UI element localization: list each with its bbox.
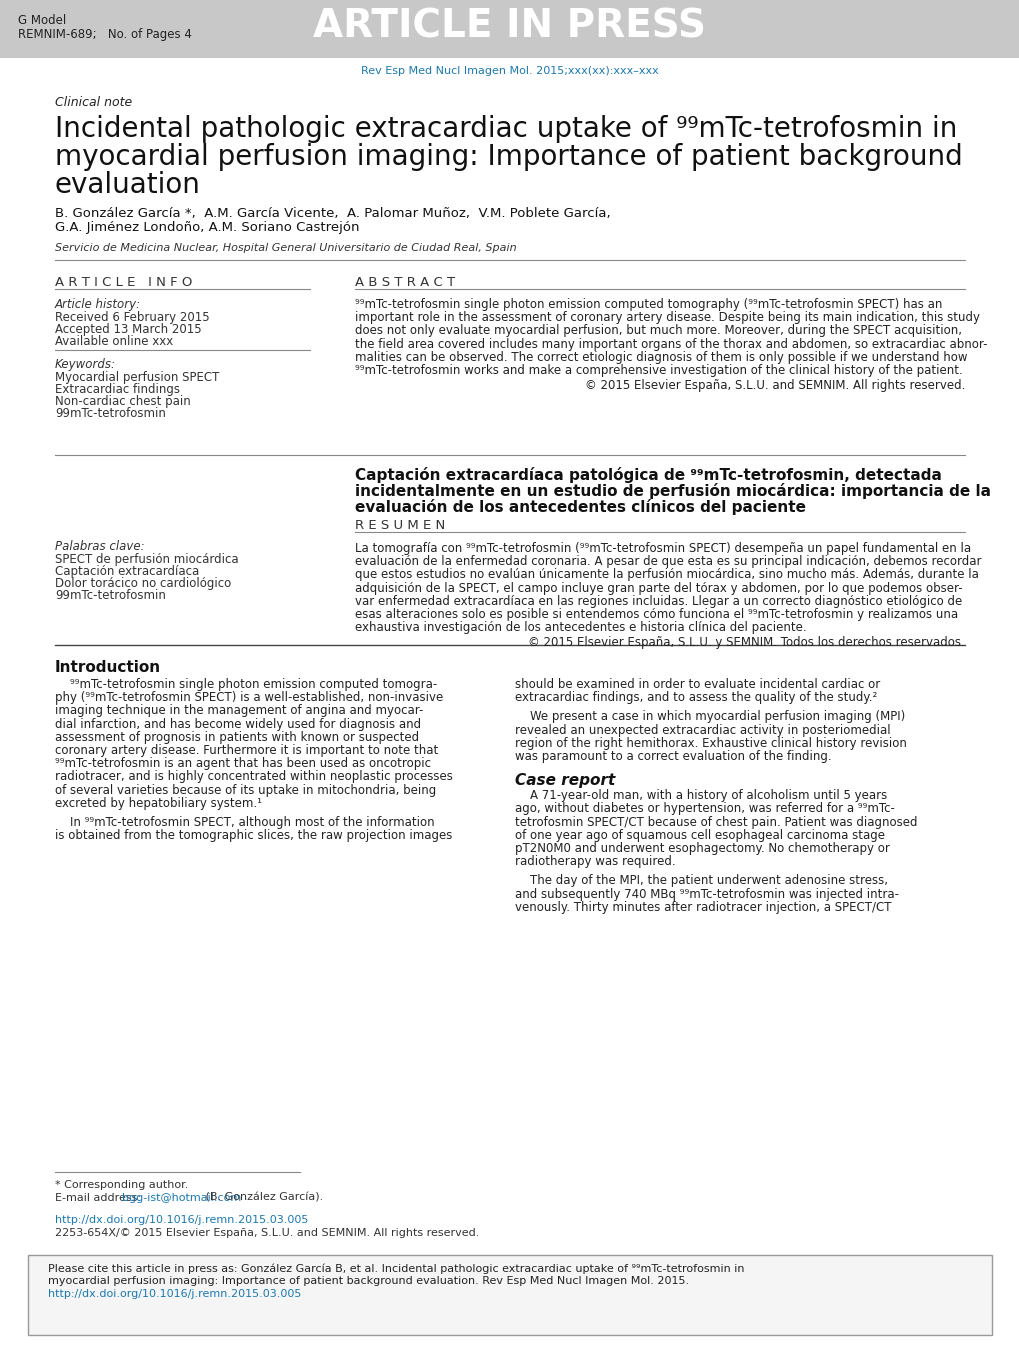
Text: myocardial perfusion imaging: Importance of patient background evaluation. Rev E: myocardial perfusion imaging: Importance… bbox=[48, 1275, 689, 1286]
Text: does not only evaluate myocardial perfusion, but much more. Moreover, during the: does not only evaluate myocardial perfus… bbox=[355, 324, 961, 338]
Text: evaluación de los antecedentes clínicos del paciente: evaluación de los antecedentes clínicos … bbox=[355, 499, 805, 515]
Text: ARTICLE IN PRESS: ARTICLE IN PRESS bbox=[313, 8, 706, 46]
Text: is obtained from the tomographic slices, the raw projection images: is obtained from the tomographic slices,… bbox=[55, 830, 452, 842]
Text: tetrofosmin SPECT/CT because of chest pain. Patient was diagnosed: tetrofosmin SPECT/CT because of chest pa… bbox=[515, 816, 917, 828]
Text: region of the right hemithorax. Exhaustive clinical history revision: region of the right hemithorax. Exhausti… bbox=[515, 736, 906, 750]
Text: Clinical note: Clinical note bbox=[55, 96, 132, 109]
Text: incidentalmente en un estudio de perfusión miocárdica: importancia de la: incidentalmente en un estudio de perfusi… bbox=[355, 484, 990, 499]
Text: Please cite this article in press as: González García B, et al. Incidental patho: Please cite this article in press as: Go… bbox=[48, 1263, 744, 1274]
Text: © 2015 Elsevier España, S.L.U. y SEMNIM. Todos los derechos reservados.: © 2015 Elsevier España, S.L.U. y SEMNIM.… bbox=[528, 636, 964, 650]
Text: coronary artery disease. Furthermore it is important to note that: coronary artery disease. Furthermore it … bbox=[55, 744, 438, 757]
Text: Received 6 February 2015: Received 6 February 2015 bbox=[55, 311, 210, 324]
Text: ago, without diabetes or hypertension, was referred for a ⁹⁹mTc-: ago, without diabetes or hypertension, w… bbox=[515, 802, 894, 816]
Text: myocardial perfusion imaging: Importance of patient background: myocardial perfusion imaging: Importance… bbox=[55, 143, 962, 172]
Text: adquisición de la SPECT, el campo incluye gran parte del tórax y abdomen, por lo: adquisición de la SPECT, el campo incluy… bbox=[355, 581, 962, 594]
Text: var enfermedad extracardíaca en las regiones incluidas. Llegar a un correcto dia: var enfermedad extracardíaca en las regi… bbox=[355, 594, 961, 608]
Text: Accepted 13 March 2015: Accepted 13 March 2015 bbox=[55, 323, 202, 336]
Text: © 2015 Elsevier España, S.L.U. and SEMNIM. All rights reserved.: © 2015 Elsevier España, S.L.U. and SEMNI… bbox=[584, 380, 964, 392]
Text: assessment of prognosis in patients with known or suspected: assessment of prognosis in patients with… bbox=[55, 731, 419, 744]
Text: pT2N0M0 and underwent esophagectomy. No chemotherapy or: pT2N0M0 and underwent esophagectomy. No … bbox=[515, 842, 889, 855]
Text: Captación extracardíaca patológica de ⁹⁹mTc-tetrofosmin, detectada: Captación extracardíaca patológica de ⁹⁹… bbox=[355, 467, 941, 484]
Text: exhaustiva investigación de los antecedentes e historia clínica del paciente.: exhaustiva investigación de los antecede… bbox=[355, 621, 806, 634]
Text: http://dx.doi.org/10.1016/j.remn.2015.03.005: http://dx.doi.org/10.1016/j.remn.2015.03… bbox=[55, 1215, 308, 1225]
Text: radiotherapy was required.: radiotherapy was required. bbox=[515, 855, 675, 869]
Text: ⁹⁹mTc-tetrofosmin single photon emission computed tomography (⁹⁹mTc-tetrofosmin : ⁹⁹mTc-tetrofosmin single photon emission… bbox=[355, 299, 942, 311]
Text: Captación extracardíaca: Captación extracardíaca bbox=[55, 565, 199, 578]
Text: R E S U M E N: R E S U M E N bbox=[355, 519, 445, 532]
Text: imaging technique in the management of angina and myocar-: imaging technique in the management of a… bbox=[55, 704, 423, 717]
Text: Available online xxx: Available online xxx bbox=[55, 335, 173, 349]
Text: The day of the MPI, the patient underwent adenosine stress,: The day of the MPI, the patient underwen… bbox=[515, 874, 888, 888]
Text: A R T I C L E   I N F O: A R T I C L E I N F O bbox=[55, 276, 193, 289]
Text: should be examined in order to evaluate incidental cardiac or: should be examined in order to evaluate … bbox=[515, 678, 879, 690]
Text: In ⁹⁹mTc-tetrofosmin SPECT, although most of the information: In ⁹⁹mTc-tetrofosmin SPECT, although mos… bbox=[55, 816, 434, 830]
Text: REMNIM-689;   No. of Pages 4: REMNIM-689; No. of Pages 4 bbox=[18, 28, 192, 41]
Text: Myocardial perfusion SPECT: Myocardial perfusion SPECT bbox=[55, 372, 219, 384]
Text: evaluación de la enfermedad coronaria. A pesar de que esta es su principal indic: evaluación de la enfermedad coronaria. A… bbox=[355, 555, 980, 569]
Text: A 71-year-old man, with a history of alcoholism until 5 years: A 71-year-old man, with a history of alc… bbox=[515, 789, 887, 802]
Text: A B S T R A C T: A B S T R A C T bbox=[355, 276, 454, 289]
Text: phy (⁹⁹mTc-tetrofosmin SPECT) is a well-established, non-invasive: phy (⁹⁹mTc-tetrofosmin SPECT) is a well-… bbox=[55, 692, 443, 704]
Text: E-mail address:: E-mail address: bbox=[55, 1193, 145, 1202]
Text: ⁹⁹mTc-tetrofosmin single photon emission computed tomogra-: ⁹⁹mTc-tetrofosmin single photon emission… bbox=[55, 678, 437, 690]
Text: revealed an unexpected extracardiac activity in posteriomedial: revealed an unexpected extracardiac acti… bbox=[515, 724, 890, 736]
Text: evaluation: evaluation bbox=[55, 172, 201, 199]
Text: Extracardiac findings: Extracardiac findings bbox=[55, 382, 179, 396]
Text: 99mTc-tetrofosmin: 99mTc-tetrofosmin bbox=[55, 407, 166, 420]
Text: Introduction: Introduction bbox=[55, 661, 161, 676]
Text: was paramount to a correct evaluation of the finding.: was paramount to a correct evaluation of… bbox=[515, 750, 830, 763]
Text: Rev Esp Med Nucl Imagen Mol. 2015;xxx(xx):xxx–xxx: Rev Esp Med Nucl Imagen Mol. 2015;xxx(xx… bbox=[361, 66, 658, 76]
Text: G Model: G Model bbox=[18, 14, 66, 27]
Text: venously. Thirty minutes after radiotracer injection, a SPECT/CT: venously. Thirty minutes after radiotrac… bbox=[515, 901, 891, 913]
Text: Incidental pathologic extracardiac uptake of ⁹⁹mTc-tetrofosmin in: Incidental pathologic extracardiac uptak… bbox=[55, 115, 957, 143]
Text: La tomografía con ⁹⁹mTc-tetrofosmin (⁹⁹mTc-tetrofosmin SPECT) desempeña un papel: La tomografía con ⁹⁹mTc-tetrofosmin (⁹⁹m… bbox=[355, 542, 970, 555]
Text: esas alteraciones solo es posible si entendemos cómo funciona el ⁹⁹mTc-tetrofosm: esas alteraciones solo es posible si ent… bbox=[355, 608, 957, 621]
FancyBboxPatch shape bbox=[0, 0, 1019, 58]
Text: G.A. Jiménez Londoño, A.M. Soriano Castrejón: G.A. Jiménez Londoño, A.M. Soriano Castr… bbox=[55, 222, 359, 234]
Text: of several varieties because of its uptake in mitochondria, being: of several varieties because of its upta… bbox=[55, 784, 436, 797]
Text: Keywords:: Keywords: bbox=[55, 358, 116, 372]
Text: bgg-ist@hotmail.com: bgg-ist@hotmail.com bbox=[122, 1193, 242, 1202]
Text: SPECT de perfusión miocárdica: SPECT de perfusión miocárdica bbox=[55, 553, 238, 566]
Text: ⁹⁹mTc-tetrofosmin works and make a comprehensive investigation of the clinical h: ⁹⁹mTc-tetrofosmin works and make a compr… bbox=[355, 363, 962, 377]
Text: Non-cardiac chest pain: Non-cardiac chest pain bbox=[55, 394, 191, 408]
Text: dial infarction, and has become widely used for diagnosis and: dial infarction, and has become widely u… bbox=[55, 717, 421, 731]
Text: malities can be observed. The correct etiologic diagnosis of them is only possib: malities can be observed. The correct et… bbox=[355, 351, 967, 363]
Text: radiotracer, and is highly concentrated within neoplastic processes: radiotracer, and is highly concentrated … bbox=[55, 770, 452, 784]
Text: of one year ago of squamous cell esophageal carcinoma stage: of one year ago of squamous cell esophag… bbox=[515, 828, 884, 842]
Text: We present a case in which myocardial perfusion imaging (MPI): We present a case in which myocardial pe… bbox=[515, 711, 905, 723]
Text: ⁹⁹mTc-tetrofosmin is an agent that has been used as oncotropic: ⁹⁹mTc-tetrofosmin is an agent that has b… bbox=[55, 757, 431, 770]
Text: B. González García *,  A.M. García Vicente,  A. Palomar Muñoz,  V.M. Poblete Gar: B. González García *, A.M. García Vicent… bbox=[55, 207, 610, 220]
Text: http://dx.doi.org/10.1016/j.remn.2015.03.005: http://dx.doi.org/10.1016/j.remn.2015.03… bbox=[48, 1289, 301, 1300]
Text: the field area covered includes many important organs of the thorax and abdomen,: the field area covered includes many imp… bbox=[355, 338, 986, 351]
FancyBboxPatch shape bbox=[28, 1255, 991, 1335]
Text: excreted by hepatobiliary system.¹: excreted by hepatobiliary system.¹ bbox=[55, 797, 262, 809]
Text: extracardiac findings, and to assess the quality of the study.²: extracardiac findings, and to assess the… bbox=[515, 692, 876, 704]
Text: (B. González García).: (B. González García). bbox=[202, 1193, 323, 1202]
Text: and subsequently 740 MBq ⁹⁹mTc-tetrofosmin was injected intra-: and subsequently 740 MBq ⁹⁹mTc-tetrofosm… bbox=[515, 888, 898, 901]
Text: Servicio de Medicina Nuclear, Hospital General Universitario de Ciudad Real, Spa: Servicio de Medicina Nuclear, Hospital G… bbox=[55, 243, 516, 253]
Text: Case report: Case report bbox=[515, 773, 614, 788]
Text: important role in the assessment of coronary artery disease. Despite being its m: important role in the assessment of coro… bbox=[355, 311, 979, 324]
Text: Palabras clave:: Palabras clave: bbox=[55, 540, 145, 553]
Text: Article history:: Article history: bbox=[55, 299, 141, 311]
Text: Dolor torácico no cardiológico: Dolor torácico no cardiológico bbox=[55, 577, 231, 590]
Text: * Corresponding author.: * Corresponding author. bbox=[55, 1179, 189, 1190]
Text: 99mTc-tetrofosmin: 99mTc-tetrofosmin bbox=[55, 589, 166, 603]
Text: 2253-654X/© 2015 Elsevier España, S.L.U. and SEMNIM. All rights reserved.: 2253-654X/© 2015 Elsevier España, S.L.U.… bbox=[55, 1228, 479, 1238]
Text: que estos estudios no evalúan únicamente la perfusión miocárdica, sino mucho más: que estos estudios no evalúan únicamente… bbox=[355, 569, 978, 581]
